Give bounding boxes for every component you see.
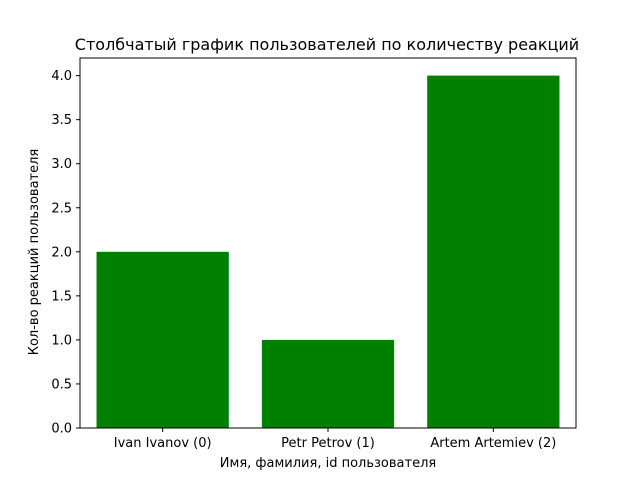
y-tick-label-2: 1.0 [51,333,72,348]
y-tick-label-3: 1.5 [51,289,72,304]
y-tick-label-1: 0.5 [51,377,72,392]
x-tick-label-2: Artem Artemiev (2) [430,436,556,451]
bar-0 [96,251,229,428]
y-axis-title: Кол-во реакций пользователя [27,149,42,356]
plot-area: 0.0 0.5 1.0 1.5 2.0 2.5 3.0 3.5 4.0 Ivan Ivanov (… [51,57,577,451]
y-tick-label-5: 2.5 [51,201,72,216]
chart-title: Столбчатый график пользователей по колич… [75,35,579,54]
y-tick-label-7: 3.5 [51,113,72,128]
y-tick-label-8: 4.0 [51,69,72,84]
bar-2 [427,75,560,428]
y-tick-label-6: 3.0 [51,157,72,172]
x-tick-label-1: Petr Petrov (1) [281,436,375,451]
y-tick-label-4: 2.0 [51,245,72,260]
x-axis-title: Имя, фамилия, id пользователя [220,456,436,471]
x-tick-label-0: Ivan Ivanov (0) [114,436,212,451]
y-tick-label-0: 0.0 [51,422,72,437]
bar-1 [261,339,395,428]
